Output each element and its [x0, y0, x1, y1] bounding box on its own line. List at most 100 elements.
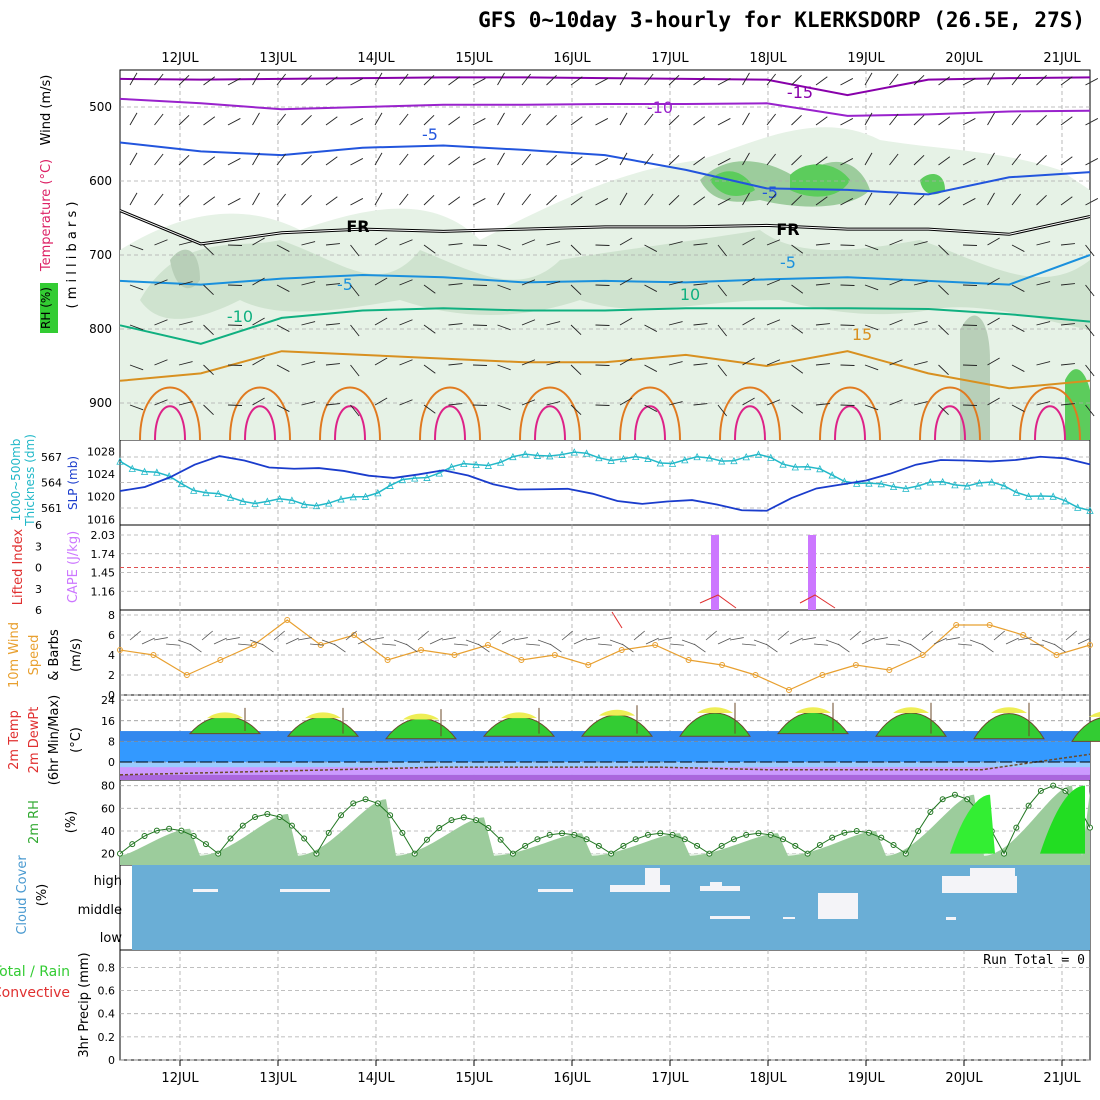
thickness-marker: [202, 488, 210, 497]
wind-barb: [497, 72, 505, 86]
wind10-barb: [501, 637, 515, 645]
wind-barb: [889, 73, 899, 86]
wind10-marker: [819, 672, 826, 678]
wind10-marker: [418, 647, 425, 653]
wind10-marker: [1087, 642, 1093, 648]
top-date-label: 16JUL: [553, 51, 591, 66]
wind-barb: [497, 324, 511, 331]
temp-day-hump: [1071, 717, 1100, 742]
thickness-marker: [828, 471, 836, 479]
wind-barb: [1060, 283, 1075, 286]
rh-shade-dark: [960, 315, 990, 440]
isotherm-warm-cell: [229, 386, 291, 441]
thickness-marker: [816, 464, 824, 473]
wind10-barb: [621, 643, 634, 653]
wind10-barb: [249, 639, 264, 646]
wind-barb: [325, 323, 340, 326]
wind-barb: [472, 78, 486, 86]
wind-barb: [962, 78, 976, 86]
wind10-marker: [1053, 652, 1060, 658]
wind10-barb: [837, 643, 850, 653]
wind-barb: [962, 158, 976, 166]
wind10-barb: [585, 637, 600, 641]
wind-barb: [276, 244, 290, 252]
wind-barb: [938, 324, 949, 336]
wind10-barb: [693, 643, 706, 653]
wind-barb: [864, 364, 879, 371]
wind-barb: [276, 404, 290, 412]
wind-barb: [913, 321, 928, 326]
cape-tick: 1.74: [91, 548, 116, 561]
wind-barb: [497, 192, 505, 206]
wind-barb: [840, 118, 854, 126]
thickness-marker: [546, 452, 554, 460]
wind-barb: [644, 193, 654, 206]
wind-barb: [864, 112, 873, 126]
cloud-axis-label: Cloud Cover: [15, 855, 30, 935]
slp-tick: 1024: [87, 468, 115, 481]
thickness-marker: [730, 456, 738, 465]
wind-barb: [742, 192, 750, 206]
thickness-marker: [533, 451, 542, 459]
wind-barb: [227, 158, 241, 166]
wind-barb: [350, 198, 364, 206]
wind-barb: [987, 152, 995, 166]
thickness-marker: [1012, 488, 1020, 496]
pressure-tick: 500: [89, 100, 112, 114]
wind-barb: [399, 193, 409, 206]
thickness-marker: [312, 501, 321, 510]
wind-barb: [1011, 193, 1021, 206]
thickness-marker: [619, 454, 628, 463]
wind-barb: [791, 194, 802, 206]
thickness-marker: [386, 481, 394, 489]
temperature-axis-label: Temperature (°C): [39, 159, 54, 272]
temp-day-peak: [305, 712, 341, 719]
cloud-patch: [710, 882, 722, 886]
temp-day-peak: [501, 712, 537, 719]
wind-barb: [1036, 114, 1047, 126]
wind-barb: [301, 281, 316, 286]
cloud-patch: [538, 889, 573, 892]
wind-barb: [815, 403, 830, 406]
wind10-marker: [785, 687, 792, 693]
wind-barb: [987, 397, 1000, 406]
wind-barb: [252, 277, 265, 286]
wind-barb: [423, 404, 436, 414]
thickness-marker: [1000, 481, 1008, 490]
wind10-barb: [597, 643, 612, 646]
thickness-marker: [472, 460, 480, 468]
thickness-marker: [214, 489, 222, 498]
wind-barb: [644, 284, 658, 292]
thickness-marker: [374, 488, 382, 497]
temp-day-hump: [581, 714, 653, 737]
isotherm-warm-cell: [819, 386, 881, 441]
wind10-barb: [129, 630, 141, 641]
wind-barb: [619, 72, 628, 86]
thickness-marker: [988, 478, 996, 486]
wind-barb: [325, 403, 340, 406]
isotherm-hot-cell: [734, 405, 766, 441]
thickness-marker: [1024, 492, 1033, 500]
isotherm-warm-cell: [319, 386, 381, 441]
rh-shade-dark: [170, 249, 200, 289]
wind-barb: [693, 243, 708, 246]
wind-barb: [791, 74, 802, 86]
wind-barb: [154, 73, 164, 86]
wind10-barb: [345, 630, 357, 641]
cloud-patch: [710, 916, 750, 919]
cape-tick: 1.16: [91, 585, 116, 598]
wind10-barb: [477, 643, 490, 653]
temp-tick: 16: [101, 715, 115, 728]
wind-barb: [129, 364, 144, 371]
contour-label: 15: [852, 325, 872, 344]
contour-label: FR: [346, 217, 369, 236]
isotherm-hot-cell: [634, 405, 666, 441]
isotherm-hot-cell: [334, 405, 366, 441]
top-date-label: 14JUL: [357, 51, 395, 66]
thickness-marker: [116, 457, 124, 465]
wind-barb: [252, 72, 260, 86]
temp-day-hump: [973, 713, 1045, 740]
wind10-barb: [513, 637, 528, 641]
wind-barb: [913, 154, 925, 166]
wind-barb: [987, 317, 1000, 326]
